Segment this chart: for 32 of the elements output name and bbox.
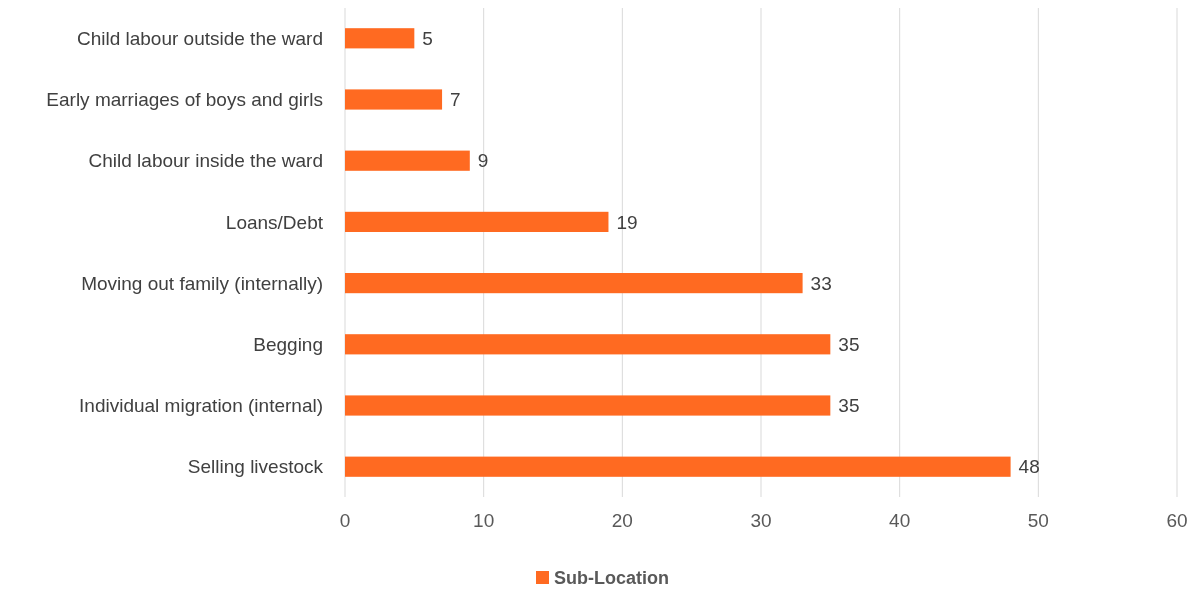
bar [345, 334, 831, 355]
y-tick-label: Begging [253, 333, 323, 355]
x-tick-label: 50 [1027, 510, 1049, 531]
y-tick-label: Early marriages of boys and girls [46, 89, 323, 111]
data-label: 35 [838, 395, 860, 417]
data-label: 33 [810, 272, 832, 294]
data-label: 48 [1018, 456, 1040, 478]
y-tick-label: Child labour inside the ward [88, 150, 323, 172]
bar [345, 28, 415, 49]
x-tick-label: 60 [1166, 510, 1188, 531]
y-tick-label: Child labour outside the ward [76, 27, 323, 49]
bar [345, 395, 831, 416]
bar [345, 211, 609, 232]
data-label: 7 [450, 89, 461, 111]
x-tick-label: 40 [889, 510, 911, 531]
y-tick-label: Selling livestock [187, 456, 324, 478]
y-tick-label: Individual migration (internal) [79, 395, 323, 417]
data-label: 35 [838, 333, 860, 355]
y-tick-label: Loans/Debt [225, 211, 324, 233]
y-tick-label: Moving out family (internally) [81, 272, 323, 294]
bar [345, 150, 470, 171]
bar [345, 273, 803, 294]
bar [345, 456, 1011, 477]
x-tick-label: 30 [750, 510, 772, 531]
data-label: 9 [477, 150, 489, 172]
legend-label: Sub-Location [554, 568, 669, 589]
x-tick-label: 20 [611, 510, 633, 531]
data-label: 5 [422, 27, 433, 49]
data-label: 19 [616, 211, 638, 233]
x-tick-label: 0 [339, 510, 351, 531]
bar [345, 89, 443, 110]
x-tick-label: 10 [473, 510, 495, 531]
